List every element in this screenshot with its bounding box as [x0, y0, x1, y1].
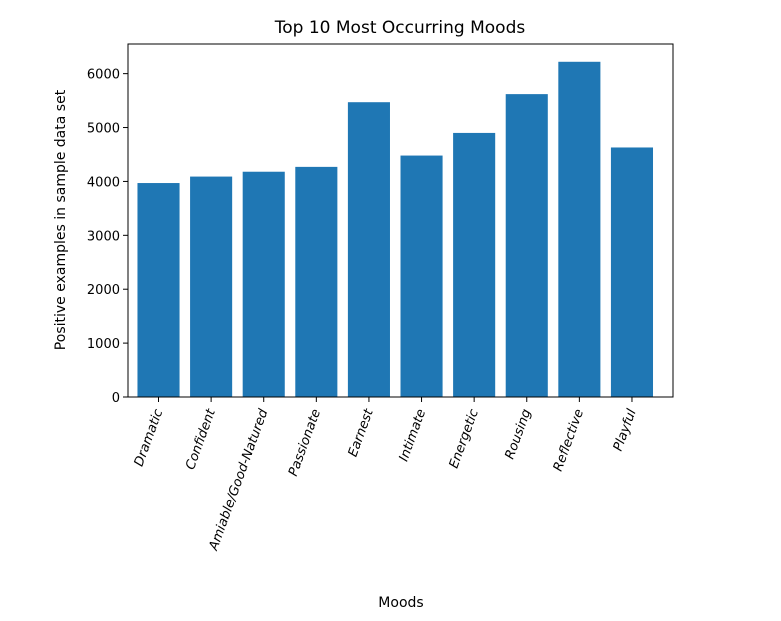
x-axis-label: Moods	[378, 595, 423, 611]
x-tick-label: Passionate	[286, 407, 324, 478]
bar-amiable-good-natured	[242, 171, 285, 397]
plot-frame	[127, 43, 674, 398]
y-tick-label: 2000	[87, 283, 120, 298]
x-tick-label: Confident	[183, 406, 219, 471]
y-axis: 0 1000 2000 3000 4000 5000 6000	[87, 68, 128, 406]
y-axis-label: Positive examples in sample data set	[53, 89, 69, 350]
y-tick-label: 3000	[87, 229, 120, 244]
x-tick-label: Intimate	[397, 407, 430, 463]
y-tick-label: 0	[112, 391, 120, 406]
bar-reflective	[558, 61, 601, 398]
bar-intimate	[400, 155, 443, 397]
bar-playful	[610, 147, 654, 397]
chart-title: Top 10 Most Occurring Moods	[274, 18, 526, 38]
y-tick-label: 6000	[87, 68, 120, 83]
x-tick-label: Dramatic	[132, 407, 167, 468]
x-tick-label: Energetic	[447, 407, 482, 470]
bar-rousing	[505, 94, 548, 398]
bar-confident	[190, 176, 233, 397]
y-tick-label: 4000	[87, 175, 120, 190]
bar-energetic	[453, 132, 496, 398]
y-tick-label: 5000	[87, 122, 120, 137]
bar-earnest	[347, 102, 390, 397]
bars-group	[137, 61, 654, 398]
x-tick-label: Reflective	[551, 407, 587, 473]
x-tick-label: Rousing	[503, 407, 535, 461]
x-tick-label: Earnest	[346, 406, 377, 459]
x-tick-label: Amiable/Good-Natured	[206, 407, 272, 554]
bar-dramatic	[137, 183, 180, 397]
y-tick-label: 1000	[87, 337, 120, 352]
x-tick-label: Playful	[611, 407, 640, 453]
bar-passionate	[295, 166, 338, 397]
